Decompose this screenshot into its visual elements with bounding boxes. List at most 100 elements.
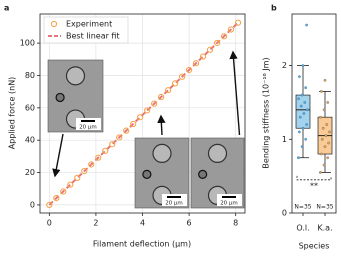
x-tick-label: 8 [233,219,238,228]
significance-bracket [296,175,332,181]
legend-box [43,16,129,44]
data-point [304,137,308,141]
x-tick-label: 0 [47,219,52,228]
n-label: N=35 [316,204,333,211]
x-tick-label: K.a. [317,224,332,233]
fit-line [48,22,239,206]
data-point [123,127,130,134]
scale-label: 20 μm [165,201,183,207]
y-tick-label: 0 [30,200,35,209]
y-axis-label: Applied force (nN) [8,77,17,150]
data-point [304,86,308,90]
panel-label: a [4,4,9,13]
plot-frame [291,13,337,214]
data-point [300,93,304,97]
data-point [297,156,300,160]
data-point [320,137,324,141]
data-point [165,87,172,94]
data-point [227,26,235,33]
data-point [301,126,305,130]
data-point [320,152,323,156]
data-point [306,108,309,112]
data-point [323,145,327,149]
data-point [299,104,303,108]
data-point [95,154,102,161]
bead [55,92,65,103]
data-point [67,181,74,188]
data-point [172,80,179,87]
data-point [151,100,158,107]
data-point [298,130,301,134]
x-axis-label: Filament deflection (μm) [93,240,191,249]
y-tick-label: 100 [20,39,35,48]
data-point [323,78,327,82]
x-tick-label: 4 [140,219,145,228]
y-tick-label: 60 [25,103,35,112]
panel-label: b [271,4,277,13]
data-point [53,195,60,202]
cell [65,66,86,86]
data-point [137,114,144,121]
y-tick-label: 20 [25,168,35,177]
cell [207,143,228,163]
legend-label: Experiment [66,20,112,29]
data-point [206,46,214,53]
data-point [199,53,207,60]
significance-label: ** [310,181,318,190]
y-tick-label: 2 [282,61,287,70]
data-point [298,115,302,119]
x-tick-label: 2 [93,219,98,228]
data-point [60,188,67,195]
data-point [144,107,151,114]
bead [142,169,152,179]
y-tick-label: 0 [282,209,287,218]
data-point [321,126,325,130]
y-axis-label: Bending stiffness (10⁻¹⁶ Jm) [262,57,271,168]
data-point [326,156,330,160]
cell [152,143,172,163]
data-point [185,66,193,74]
data-point [322,108,326,112]
data-point [324,134,328,137]
data-point [327,141,330,145]
y-tick-label: 40 [25,136,35,145]
data-point [326,101,330,104]
data-point [298,75,301,78]
data-point [319,171,322,174]
data-point [46,201,53,209]
data-point [74,174,81,181]
data-point [303,101,307,104]
scale-label: 20 μm [79,125,97,131]
data-point [300,145,304,149]
data-point [322,163,326,167]
data-point [130,120,137,128]
y-tick-label: 80 [25,71,35,80]
y-tick-label: 1 [282,135,287,144]
arrow [157,114,166,136]
data-point [297,97,300,101]
legend-marker [50,20,58,28]
x-tick-label: O.l. [296,224,309,233]
data-point [158,93,165,101]
arrow [229,50,241,136]
scale-label: 20 μm [220,201,238,207]
box [295,94,311,129]
arrow [52,133,64,178]
n-label: N=35 [294,204,311,211]
data-point [102,147,109,154]
bead [198,169,208,179]
data-point [305,23,308,27]
data-point [305,123,308,126]
x-axis-label: Species [299,242,330,251]
data-point [319,115,322,119]
data-point [301,64,305,67]
data-point [328,130,331,134]
data-point [109,141,116,148]
data-point [116,134,123,141]
plot-frame [39,13,246,214]
data-point [88,161,95,168]
data-point [234,19,242,26]
data-point [302,112,306,115]
data-point [220,33,228,40]
